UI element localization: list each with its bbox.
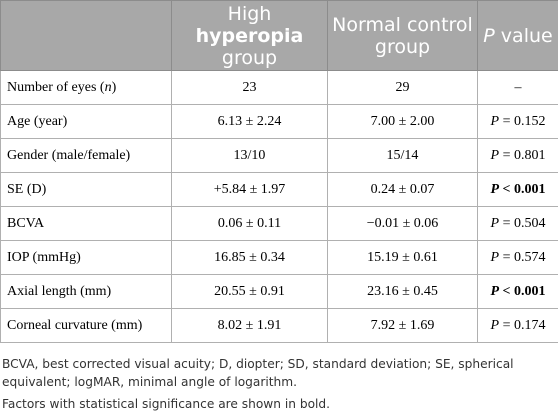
table-row: Corneal curvature (mm) 8.02 ± 1.91 7.92 ± … — [0, 308, 558, 343]
p-value: = 0.152 — [499, 113, 546, 129]
table-row: Gender (male/female) 13/10 15/14 P = 0.801 — [0, 138, 558, 173]
p-value: = 0.801 — [499, 147, 546, 163]
header-high-post: group — [221, 46, 278, 69]
row-label-italic: n — [104, 79, 112, 95]
p-value: – — [514, 79, 522, 95]
table-row: Number of eyes (n) 23 29– — [0, 70, 558, 105]
table-row: Axial length (mm) 20.55 ± 0.91 23.16 ± 0.4… — [0, 274, 558, 309]
row-label-cell: Number of eyes (n) — [0, 70, 172, 105]
p-value-cell: P = 0.504 — [477, 206, 558, 241]
p-symbol: P — [490, 113, 500, 129]
row-label-cell: Axial length (mm) — [0, 274, 172, 309]
row-label-post: ) — [111, 79, 117, 95]
normal-control-value: 15.19 ± 0.61 — [327, 240, 478, 275]
row-label: Age (year) — [7, 113, 68, 129]
p-value-cell: P = 0.152 — [477, 104, 558, 139]
table-header-row: High hyperopia group Normal control grou… — [0, 0, 558, 71]
p-value: = 0.574 — [499, 249, 546, 265]
p-symbol: P — [490, 283, 500, 299]
header-p-rest: value — [494, 24, 553, 47]
p-value: < 0.001 — [499, 283, 546, 299]
p-symbol: P — [490, 215, 500, 231]
header-high-hyperopia: High hyperopia group — [171, 0, 328, 71]
p-value: < 0.001 — [499, 181, 546, 197]
row-label: Corneal curvature (mm) — [7, 317, 143, 333]
high-hyperopia-value: 8.02 ± 1.91 — [171, 308, 328, 343]
p-value-cell: P < 0.001 — [477, 274, 558, 309]
normal-control-value: −0.01 ± 0.06 — [327, 206, 478, 241]
footnote-significance: Factors with statistical significance ar… — [2, 397, 331, 411]
header-high-pre: High — [227, 2, 272, 25]
normal-control-value: 15/14 — [327, 138, 478, 173]
p-value-cell: P = 0.801 — [477, 138, 558, 173]
row-label: Number of eyes ( — [7, 79, 105, 95]
high-hyperopia-value: 16.85 ± 0.34 — [171, 240, 328, 275]
high-hyperopia-value: 0.06 ± 0.11 — [171, 206, 328, 241]
row-label: Axial length (mm) — [7, 283, 112, 299]
p-value-cell: – — [477, 70, 558, 105]
results-table: High hyperopia group Normal control grou… — [0, 0, 558, 343]
header-p-value: P value — [477, 0, 558, 71]
row-label-cell: BCVA — [0, 206, 172, 241]
high-hyperopia-value: 23 — [171, 70, 328, 105]
table-row: SE (D) +5.84 ± 1.97 0.24 ± 0.07 P < 0.001 — [0, 172, 558, 207]
high-hyperopia-value: +5.84 ± 1.97 — [171, 172, 328, 207]
row-label: Gender (male/female) — [7, 147, 131, 163]
p-symbol: P — [490, 249, 500, 265]
row-label: IOP (mmHg) — [7, 249, 81, 265]
footnote-abbreviations: BCVA, best corrected visual acuity; D, d… — [2, 357, 514, 389]
header-high-bold: hyperopia — [195, 24, 304, 47]
p-value-cell: P = 0.574 — [477, 240, 558, 275]
row-label-cell: Corneal curvature (mm) — [0, 308, 172, 343]
header-p-ital: P — [483, 24, 495, 47]
table-row: BCVA 0.06 ± 0.11 −0.01 ± 0.06 P = 0.504 — [0, 206, 558, 241]
header-normal-control: Normal control group — [327, 0, 478, 71]
p-value: = 0.504 — [499, 215, 546, 231]
row-label-cell: IOP (mmHg) — [0, 240, 172, 275]
p-value: = 0.174 — [499, 317, 546, 333]
row-label-cell: SE (D) — [0, 172, 172, 207]
p-symbol: P — [490, 317, 500, 333]
table-row: IOP (mmHg) 16.85 ± 0.34 15.19 ± 0.61 P = 0.… — [0, 240, 558, 275]
high-hyperopia-value: 13/10 — [171, 138, 328, 173]
high-hyperopia-value: 20.55 ± 0.91 — [171, 274, 328, 309]
normal-control-value: 23.16 ± 0.45 — [327, 274, 478, 309]
row-label-cell: Age (year) — [0, 104, 172, 139]
row-label: SE (D) — [7, 181, 47, 197]
table-body: Number of eyes (n) 23 29– Age (year) 6.13 ± … — [0, 70, 558, 343]
row-label: BCVA — [7, 215, 45, 231]
p-symbol: P — [490, 181, 500, 197]
table-row: Age (year) 6.13 ± 2.24 7.00 ± 2.00 P = 0.15… — [0, 104, 558, 139]
p-symbol: P — [490, 147, 500, 163]
header-blank-cell — [0, 0, 172, 71]
normal-control-value: 29 — [327, 70, 478, 105]
high-hyperopia-value: 6.13 ± 2.24 — [171, 104, 328, 139]
p-value-cell: P = 0.174 — [477, 308, 558, 343]
normal-control-value: 7.92 ± 1.69 — [327, 308, 478, 343]
normal-control-value: 7.00 ± 2.00 — [327, 104, 478, 139]
p-value-cell: P < 0.001 — [477, 172, 558, 207]
row-label-cell: Gender (male/female) — [0, 138, 172, 173]
normal-control-value: 0.24 ± 0.07 — [327, 172, 478, 207]
